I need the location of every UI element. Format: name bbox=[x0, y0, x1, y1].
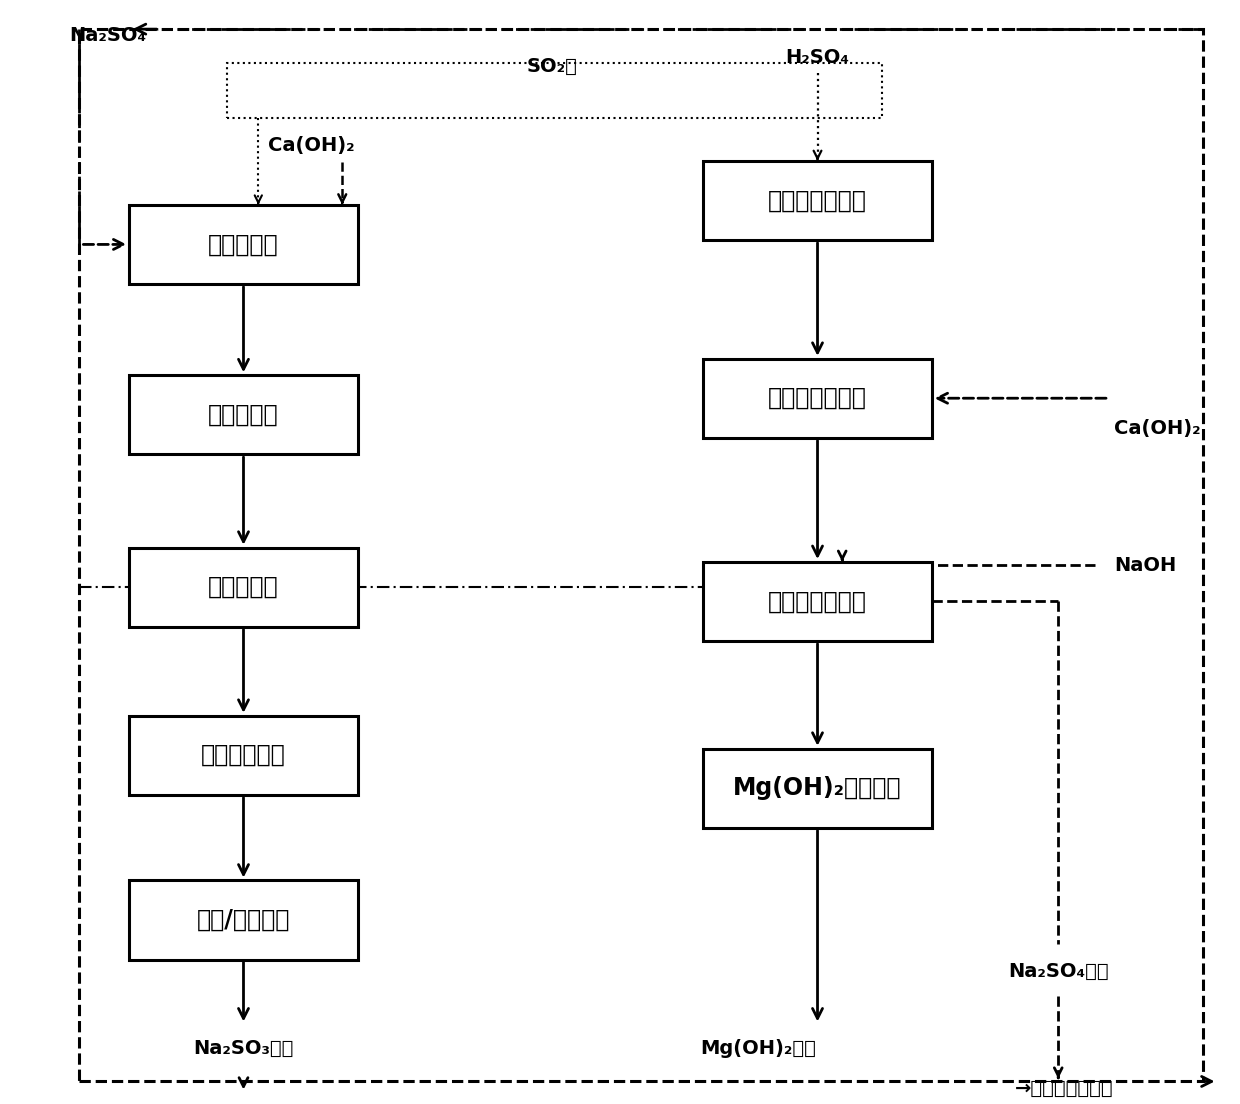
FancyBboxPatch shape bbox=[703, 749, 931, 828]
Text: 结晶/干燥装置: 结晶/干燥装置 bbox=[197, 907, 290, 932]
Text: NaOH: NaOH bbox=[1114, 555, 1176, 575]
FancyBboxPatch shape bbox=[703, 359, 931, 438]
Text: 多效蒸发机组: 多效蒸发机组 bbox=[201, 743, 286, 767]
Text: 中和反应罐: 中和反应罐 bbox=[208, 403, 279, 426]
FancyBboxPatch shape bbox=[129, 205, 357, 284]
Text: Mg(OH)₂产品: Mg(OH)₂产品 bbox=[701, 1039, 816, 1058]
Text: Na₂SO₃产品: Na₂SO₃产品 bbox=[193, 1039, 294, 1058]
FancyBboxPatch shape bbox=[129, 715, 357, 795]
Text: 钓熇沉镁反应罐: 钓熇沉镁反应罐 bbox=[768, 590, 867, 614]
Text: 亚钓转化罐: 亚钓转化罐 bbox=[208, 233, 279, 256]
Text: Mg(OH)₂过滤干燥: Mg(OH)₂过滤干燥 bbox=[733, 776, 901, 800]
FancyBboxPatch shape bbox=[129, 375, 357, 454]
Text: 洗涤过滤罐: 洗涤过滤罐 bbox=[208, 575, 279, 599]
Text: H₂SO₄: H₂SO₄ bbox=[785, 49, 849, 67]
Text: Na₂SO₄: Na₂SO₄ bbox=[69, 26, 146, 45]
FancyBboxPatch shape bbox=[703, 562, 931, 641]
Text: Ca(OH)₂: Ca(OH)₂ bbox=[268, 136, 355, 155]
Text: →中性石膏副产品: →中性石膏副产品 bbox=[1016, 1079, 1114, 1097]
FancyBboxPatch shape bbox=[129, 880, 357, 959]
Text: SO₂气: SO₂气 bbox=[527, 57, 578, 76]
Text: 中和氧化除馒铁: 中和氧化除馒铁 bbox=[768, 386, 867, 411]
Text: Ca(OH)₂: Ca(OH)₂ bbox=[1114, 420, 1200, 438]
Text: 亚硫酸镁酸化罐: 亚硫酸镁酸化罐 bbox=[768, 189, 867, 212]
FancyBboxPatch shape bbox=[129, 548, 357, 627]
Text: Na₂SO₄溶液: Na₂SO₄溶液 bbox=[1008, 962, 1109, 981]
FancyBboxPatch shape bbox=[703, 161, 931, 240]
